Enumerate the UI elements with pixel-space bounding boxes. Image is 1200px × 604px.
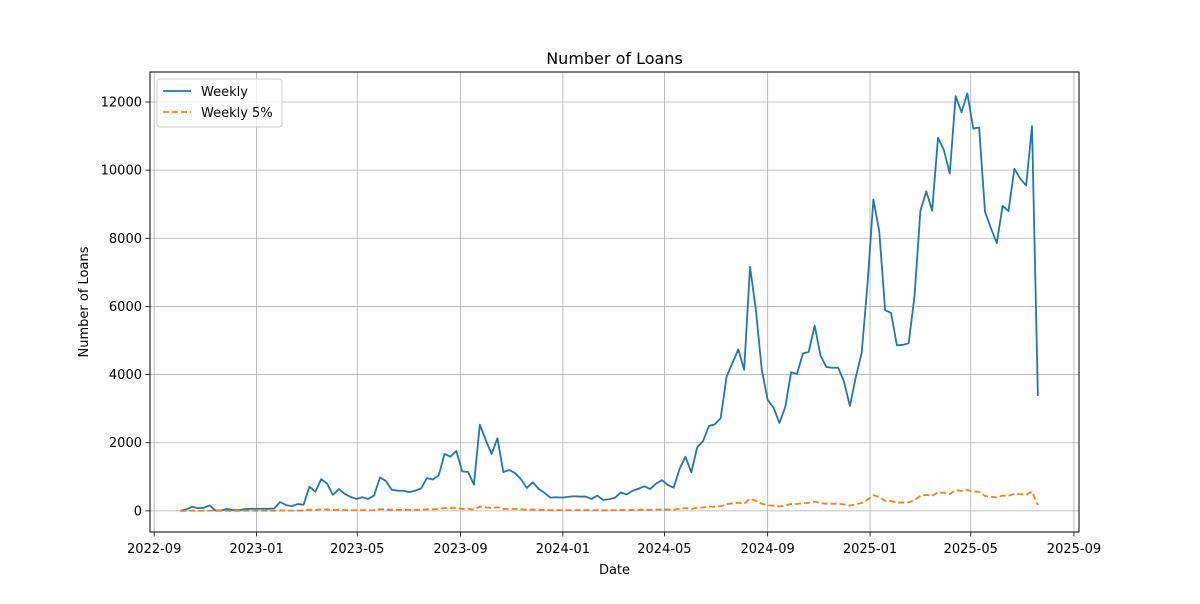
y-tick-label: 0 <box>134 504 142 519</box>
x-tick-label: 2023-09 <box>433 542 487 557</box>
y-tick-label: 8000 <box>109 232 142 247</box>
y-tick-label: 2000 <box>109 436 142 451</box>
x-tick-label: 2025-01 <box>843 542 897 557</box>
x-tick-label: 2023-01 <box>229 542 283 557</box>
legend-label: Weekly 5% <box>201 106 273 121</box>
x-tick-label: 2023-05 <box>330 542 384 557</box>
y-tick-label: 12000 <box>101 95 142 110</box>
y-tick-label: 4000 <box>109 368 142 383</box>
x-tick-label: 2024-09 <box>740 542 794 557</box>
x-tick-label: 2022-09 <box>127 542 181 557</box>
x-axis-label: Date <box>599 563 630 578</box>
x-tick-label: 2024-01 <box>536 542 590 557</box>
x-tick-label: 2025-09 <box>1047 542 1101 557</box>
axis-ticks: 2022-09 2023-01 2023-05 2023-09 2024-01 2024-… <box>101 95 1101 557</box>
chart-title: Number of Loans <box>546 49 683 68</box>
y-axis-label: Number of Loans <box>77 246 92 357</box>
weekly-series-line <box>180 92 1039 512</box>
series-lines <box>180 92 1039 512</box>
x-tick-label: 2024-05 <box>637 542 691 557</box>
legend-label: Weekly <box>201 85 248 100</box>
x-tick-label: 2025-05 <box>944 542 998 557</box>
weekly-5pct-series-line <box>180 489 1039 512</box>
legend: Weekly Weekly 5% <box>156 78 283 128</box>
plot-frame <box>149 71 1080 533</box>
y-tick-label: 6000 <box>109 300 142 315</box>
y-tick-label: 10000 <box>101 164 142 179</box>
grid-lines <box>150 72 1079 532</box>
